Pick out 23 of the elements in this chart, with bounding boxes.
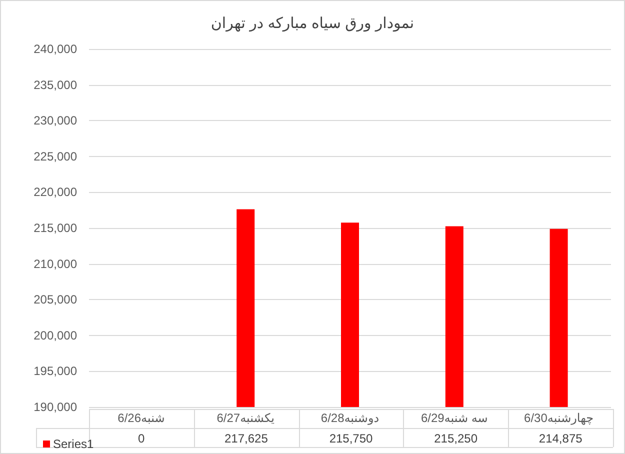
y-tick-label: 225,000 [34, 149, 78, 164]
y-tick-label: 195,000 [34, 364, 78, 378]
x-tick-label: دوشنبه6/28 [320, 411, 380, 425]
data-label: 215,750 [329, 432, 374, 446]
y-tick-label: 230,000 [34, 114, 78, 128]
y-tick-label: 190,000 [34, 400, 78, 414]
data-label: 217,625 [224, 432, 268, 446]
x-tick-label: یکشنبه6/27 [216, 411, 274, 425]
y-tick-label: 220,000 [34, 185, 78, 200]
data-label: 214,875 [538, 432, 583, 446]
legend-label: Series1 [53, 437, 94, 451]
y-tick-label: 205,000 [34, 292, 78, 307]
y-tick-label: 200,000 [34, 328, 78, 342]
y-tick-label: 240,000 [34, 42, 78, 56]
text: 0 [138, 432, 145, 446]
y-tick-label: 210,000 [34, 256, 78, 271]
chart-title: نمودار ورق سیاه مبارکه در تهران [210, 15, 414, 32]
y-tick-label: 235,000 [34, 78, 78, 92]
x-tick-label: چهارشنبه6/30 [524, 411, 594, 425]
y-tick-label: 215,000 [34, 221, 78, 235]
data-label: 215,250 [434, 432, 478, 446]
x-tick-label: سه شنبه6/29 [420, 411, 488, 425]
x-tick-label: شنبه6/26 [118, 411, 165, 425]
